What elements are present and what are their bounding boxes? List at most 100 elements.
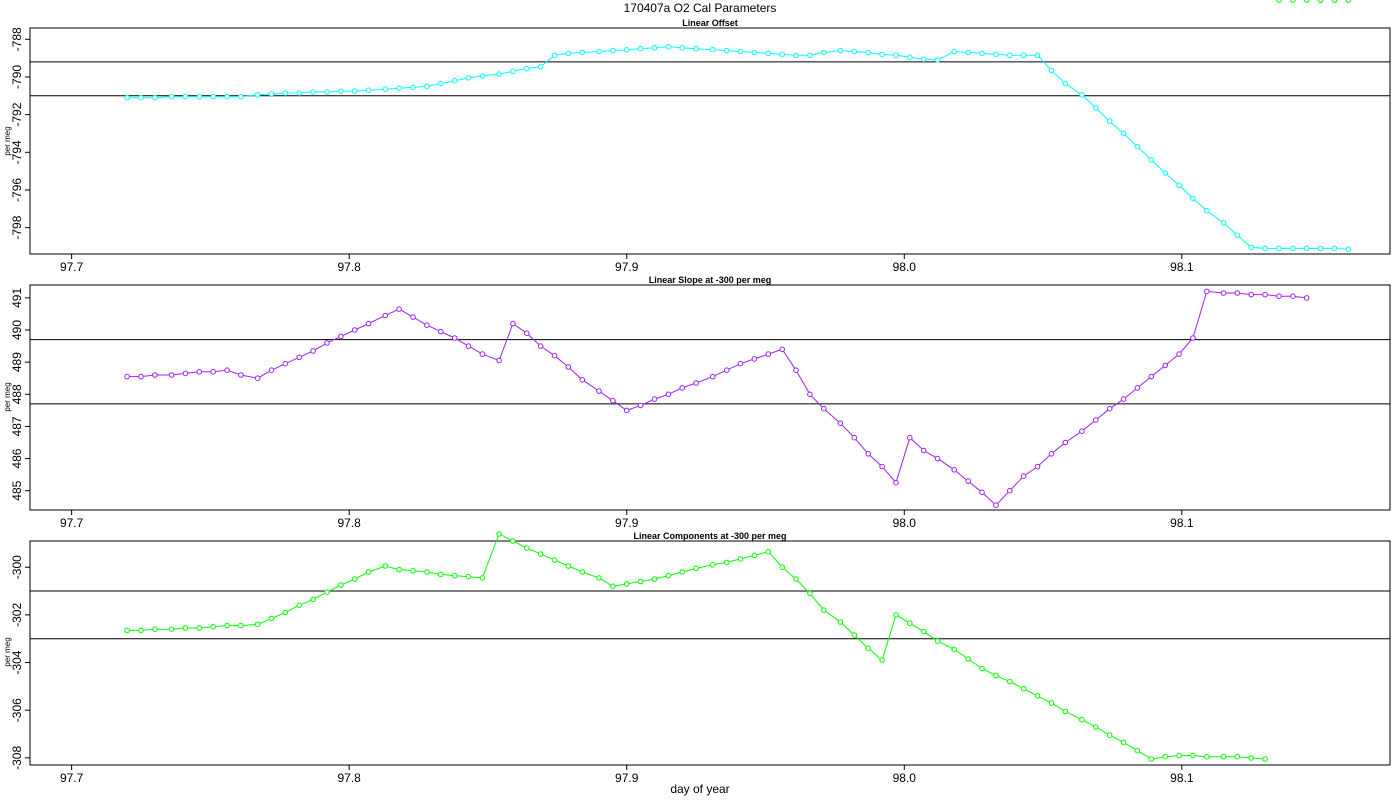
data-point [196,93,203,100]
data-point [951,48,958,55]
data-point [438,80,444,87]
data-point [1062,708,1069,715]
data-point [496,71,502,77]
data-point [934,638,941,644]
data-point [551,557,558,563]
y-axis-label: per meg [3,637,12,666]
data-point [651,45,658,51]
data-point [1093,417,1099,423]
data-point [551,52,558,59]
x-axis-label: day of year [670,782,729,796]
data-point [152,626,158,633]
data-point [424,83,430,90]
y-tick-label: -306 [10,698,24,722]
data-point [623,46,630,53]
data-point [1248,244,1254,251]
data-point [365,87,372,93]
data-point [351,576,358,582]
data-point [1007,678,1013,685]
y-tick-label: -794 [10,140,24,164]
data-point [651,396,658,402]
data-point [1106,405,1113,412]
data-point [993,672,999,679]
data-point [851,434,858,441]
data-point [138,373,144,380]
data-point [479,351,486,357]
data-point [1034,52,1041,59]
data-point [296,602,303,609]
data-point [1176,182,1182,189]
y-tick-label: -790 [10,65,24,89]
data-point [396,85,402,92]
x-tick-label: 98.1 [1170,516,1194,530]
data-point [710,373,716,380]
data-point [821,49,827,56]
x-tick-label: 97.8 [338,260,362,274]
data-point [238,372,244,378]
data-point [324,589,330,596]
data-point [965,656,971,662]
data-point [1079,428,1085,435]
data-point [254,621,261,628]
data-point [765,50,772,57]
data-point [565,50,572,57]
data-point [751,49,758,56]
plot-frame [29,540,1391,766]
data-point [338,582,344,588]
data-point [479,73,486,79]
y-tick-label: -798 [10,215,24,239]
data-point [1345,0,1352,3]
data-point [537,63,544,70]
data-point [465,75,472,81]
data-point [565,364,572,370]
y-tick-label: -302 [10,603,24,627]
data-point [1190,752,1196,759]
data-point [679,385,686,391]
data-point [338,333,344,340]
y-tick-label: 490 [10,320,24,340]
data-point [1048,700,1055,706]
data-point [610,397,616,404]
data-point [651,576,658,582]
data-point [951,646,958,653]
data-point [524,545,530,551]
y-tick-label: -796 [10,178,24,202]
data-point [1106,118,1113,124]
data-point [865,645,872,652]
data-point [920,56,927,62]
data-point [1262,245,1268,252]
data-point [310,348,316,354]
data-point [679,45,686,51]
data-point [979,665,985,672]
data-point [1331,0,1338,3]
data-point [851,632,858,638]
y-tick-label: -308 [10,746,24,770]
data-point [1204,753,1210,760]
data-point [296,90,303,96]
data-point [465,573,472,580]
x-tick-label: 97.9 [615,516,639,530]
data-point [610,583,616,590]
data-point [268,615,275,622]
data-point [934,455,941,462]
data-point [1262,291,1268,298]
data-point [623,407,630,414]
data-point [807,590,813,597]
data-point [821,405,827,412]
y-tick-label: -300 [10,555,24,579]
data-point [296,354,303,361]
data-point [410,84,416,91]
data-point [920,447,927,454]
plot-frame [29,284,1391,511]
y-tick-label: 487 [10,416,24,436]
data-point [210,624,216,630]
data-point [1303,0,1310,3]
data-point [1134,747,1141,754]
data-point [779,51,786,58]
data-point [565,563,572,569]
data-point [410,568,416,574]
data-point [637,45,644,52]
series-line [127,290,1307,506]
data-point [710,562,716,568]
x-tick-label: 98.0 [893,516,917,530]
